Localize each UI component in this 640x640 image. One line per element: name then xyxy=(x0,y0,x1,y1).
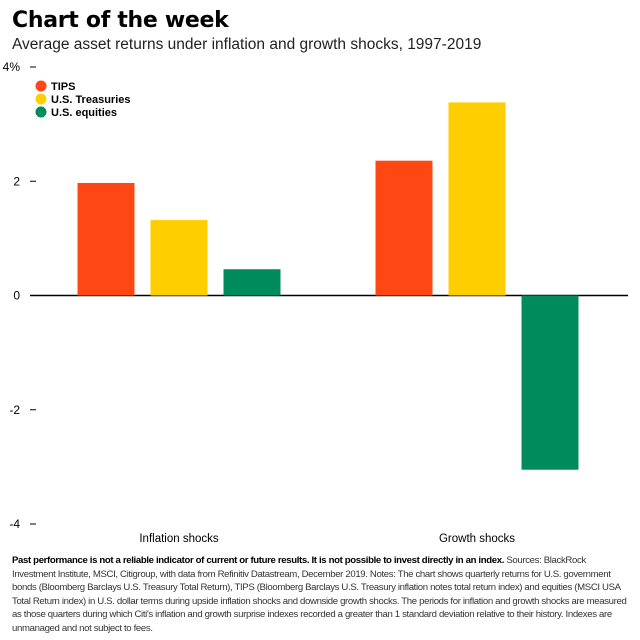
footnote-sources: Sources: BlackRock Investment Institute,… xyxy=(12,555,627,634)
bar xyxy=(448,102,506,296)
legend-marker xyxy=(35,80,47,92)
y-tick-label: -2 xyxy=(9,403,20,417)
bar xyxy=(150,220,208,296)
footnote: Past performance is not a reliable indic… xyxy=(12,554,630,636)
y-tick-label: 0 xyxy=(13,289,20,303)
chart-title: Chart of the week xyxy=(12,8,229,33)
legend-marker xyxy=(35,106,47,118)
x-tick-label: Inflation shocks xyxy=(139,533,219,545)
y-tick-label: -4 xyxy=(9,517,20,531)
footnote-disclaimer: Past performance is not a reliable indic… xyxy=(12,555,505,566)
bar xyxy=(77,182,135,296)
legend-label: U.S. equities xyxy=(51,107,117,119)
legend-label: TIPS xyxy=(51,81,75,93)
y-tick-label: 4% xyxy=(3,60,21,74)
chart-subtitle: Average asset returns under inflation an… xyxy=(12,36,482,53)
legend-label: U.S. Treasuries xyxy=(51,94,131,106)
x-tick-label: Growth shocks xyxy=(439,533,515,545)
bar-chart: -4 -2 0 2 4% Inflation shocks Growth shocks TI… xyxy=(3,60,628,545)
y-tick-label: 2 xyxy=(13,174,20,188)
legend-marker xyxy=(35,93,47,105)
bar xyxy=(375,160,433,296)
bar xyxy=(223,269,281,296)
bar xyxy=(521,295,579,470)
